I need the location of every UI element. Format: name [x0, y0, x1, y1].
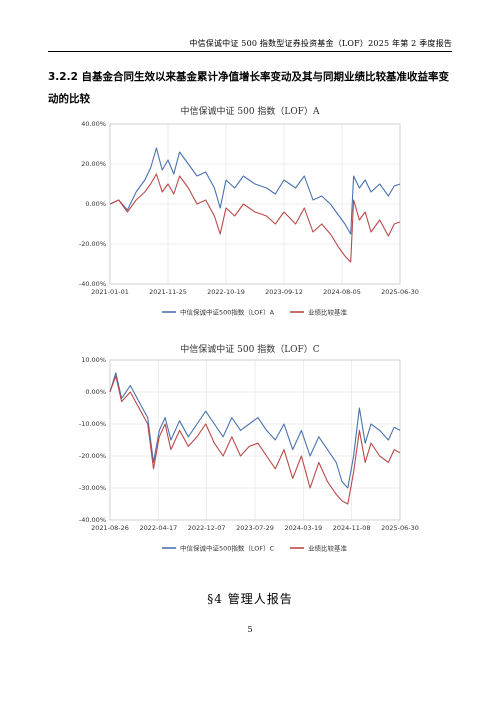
- chart-a-title: 中信保诚中证 500 指数（LOF）A: [180, 107, 320, 117]
- page-number: 5: [247, 625, 253, 634]
- chart-c: 10.00%0.00%-10.00%-20.00%-30.00%-40.00%2…: [79, 356, 419, 552]
- chart-a: 40.00% 20.00% 0.00% -20.00% -40.00%2021-01-0…: [79, 120, 419, 316]
- y-tick-label: 0.00%: [85, 200, 106, 208]
- legend-label: 中信保诚中证500指数（LOF）C: [180, 543, 275, 552]
- y-tick-label: 10.00%: [81, 356, 106, 364]
- x-tick-label: 2023-07-29: [236, 524, 274, 532]
- header-rule: [48, 51, 452, 52]
- x-tick-label: 2021-01-01: [91, 288, 129, 296]
- legend-label: 业绩比较基准: [308, 543, 348, 552]
- x-tick-label: 2022-04-17: [139, 524, 177, 532]
- x-tick-label: 2025-06-30: [381, 524, 419, 532]
- series-line-benchmark: [109, 173, 401, 263]
- x-tick-label: 2025-06-30: [381, 288, 419, 296]
- section-heading: 3.2.2 自基金合同生效以来基金累计净值增长率变动及其与同期业绩比较基准收益率…: [48, 71, 450, 105]
- y-tick-label: 0.00%: [85, 388, 106, 396]
- x-tick-label: 2024-03-19: [284, 524, 322, 532]
- running-header: 中信保诚中证 500 指数型证券投资基金（LOF）2025 年第 2 季度报告: [189, 39, 452, 48]
- x-tick-label: 2023-09-12: [265, 288, 303, 296]
- series-line-fund: [109, 372, 401, 489]
- x-tick-label: 2021-11-25: [149, 288, 187, 296]
- y-tick-label: 40.00%: [81, 120, 106, 128]
- x-tick-label: 2022-10-19: [207, 288, 245, 296]
- legend-label: 中信保诚中证500指数（LOF）A: [180, 307, 275, 316]
- x-tick-label: 2024-11-08: [333, 524, 371, 532]
- y-tick-label: -40.00%: [79, 516, 106, 524]
- chart-c-title: 中信保诚中证 500 指数（LOF）C: [180, 345, 320, 355]
- y-tick-label: -30.00%: [79, 484, 106, 492]
- y-tick-label: -20.00%: [79, 240, 106, 248]
- series-line-fund: [109, 147, 401, 235]
- y-tick-label: -20.00%: [79, 452, 106, 460]
- chapter-heading: §4 管理人报告: [207, 592, 293, 606]
- series-line-benchmark: [109, 375, 401, 505]
- y-tick-label: -40.00%: [79, 280, 106, 288]
- y-tick-label: 20.00%: [81, 160, 106, 168]
- legend-label: 业绩比较基准: [308, 307, 348, 316]
- x-tick-label: 2024-08-05: [323, 288, 361, 296]
- y-tick-label: -10.00%: [79, 420, 106, 428]
- x-tick-label: 2022-12-07: [188, 524, 226, 532]
- x-tick-label: 2021-08-26: [91, 524, 129, 532]
